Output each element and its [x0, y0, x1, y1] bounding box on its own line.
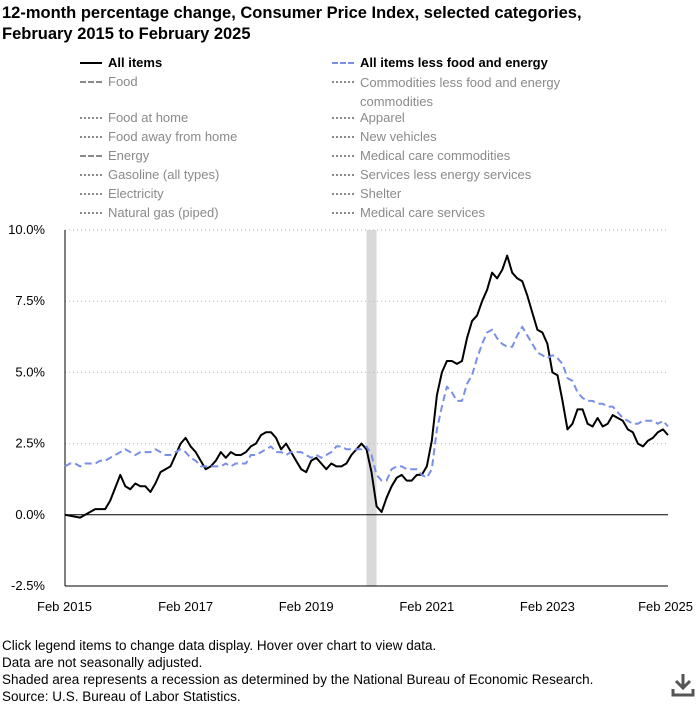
note-recession: Shaded area represents a recession as de…	[2, 672, 594, 687]
y-tick-label: 5.0%	[15, 364, 45, 379]
note-source: Source: U.S. Bureau of Labor Statistics.	[2, 689, 241, 704]
chart-notes: Click legend items to change data displa…	[2, 637, 593, 705]
legend-swatch	[332, 193, 354, 195]
legend-label: Gasoline (all types)	[108, 167, 220, 182]
x-tick-label: Feb 2021	[399, 599, 454, 614]
y-tick-label: 10.0%	[8, 222, 45, 237]
legend-label: Electricity	[108, 186, 164, 201]
legend-label: Food	[108, 74, 138, 89]
line-chart[interactable]: -2.5% 0.0% 2.5% 5.0% 7.5% 10.0% Feb 2015 Feb 20…	[0, 0, 697, 630]
y-tick-label: 2.5%	[15, 436, 45, 451]
x-tick-label: Feb 2025	[638, 599, 693, 614]
legend-swatch	[80, 174, 102, 176]
legend-swatch	[332, 155, 354, 157]
legend-label: Shelter	[360, 186, 402, 201]
x-tick-label: Feb 2019	[279, 599, 334, 614]
x-tick-label: Feb 2017	[158, 599, 213, 614]
note-seasonal: Data are not seasonally adjusted.	[2, 655, 203, 670]
legend-label: All items less food and energy	[360, 55, 548, 70]
y-tick-label: -2.5%	[11, 578, 45, 593]
y-tick-label: 7.5%	[15, 293, 45, 308]
legend-swatch	[332, 81, 354, 83]
legend-swatch	[332, 174, 354, 176]
legend-label: Medical care commodities	[360, 148, 511, 163]
legend-swatch	[80, 193, 102, 195]
note-legend-instructions: Click legend items to change data displa…	[2, 638, 437, 653]
legend-swatch	[332, 117, 354, 119]
legend-swatch	[332, 62, 354, 64]
legend-swatch	[80, 155, 102, 157]
chart-title-line-2: February 2015 to February 2025	[2, 25, 251, 43]
legend-label: Medical care services	[360, 205, 485, 220]
legend-label: New vehicles	[360, 129, 437, 144]
legend-label: Services less energy services	[360, 167, 532, 182]
legend-swatch	[80, 136, 102, 138]
legend-swatch	[80, 212, 102, 214]
legend-swatch	[80, 81, 102, 83]
legend-swatch	[80, 62, 102, 64]
download-icon[interactable]	[671, 672, 695, 698]
legend-label: Food away from home	[108, 129, 238, 144]
recession-shading	[366, 230, 377, 586]
x-tick-label: Feb 2015	[37, 599, 92, 614]
legend-swatch	[332, 212, 354, 214]
legend-label: Commodities less food and energy commodi…	[360, 75, 561, 109]
series-line-all-items-less-food-energy[interactable]	[64, 325, 669, 482]
legend-label: All items	[108, 55, 163, 70]
legend-swatch	[332, 136, 354, 138]
legend-swatch	[80, 117, 102, 119]
y-tick-label: 0.0%	[15, 507, 45, 522]
x-tick-label: Feb 2023	[520, 599, 575, 614]
legend-label: Energy	[108, 148, 150, 163]
series-line-all-items[interactable]	[64, 254, 669, 519]
legend-label: Apparel	[360, 110, 405, 125]
chart-title: 12-month percentage change, Consumer Pri…	[2, 3, 692, 45]
legend-label: Natural gas (piped)	[108, 205, 219, 220]
chart-title-line-1: 12-month percentage change, Consumer Pri…	[2, 4, 582, 22]
legend-label: Food at home	[108, 110, 189, 125]
